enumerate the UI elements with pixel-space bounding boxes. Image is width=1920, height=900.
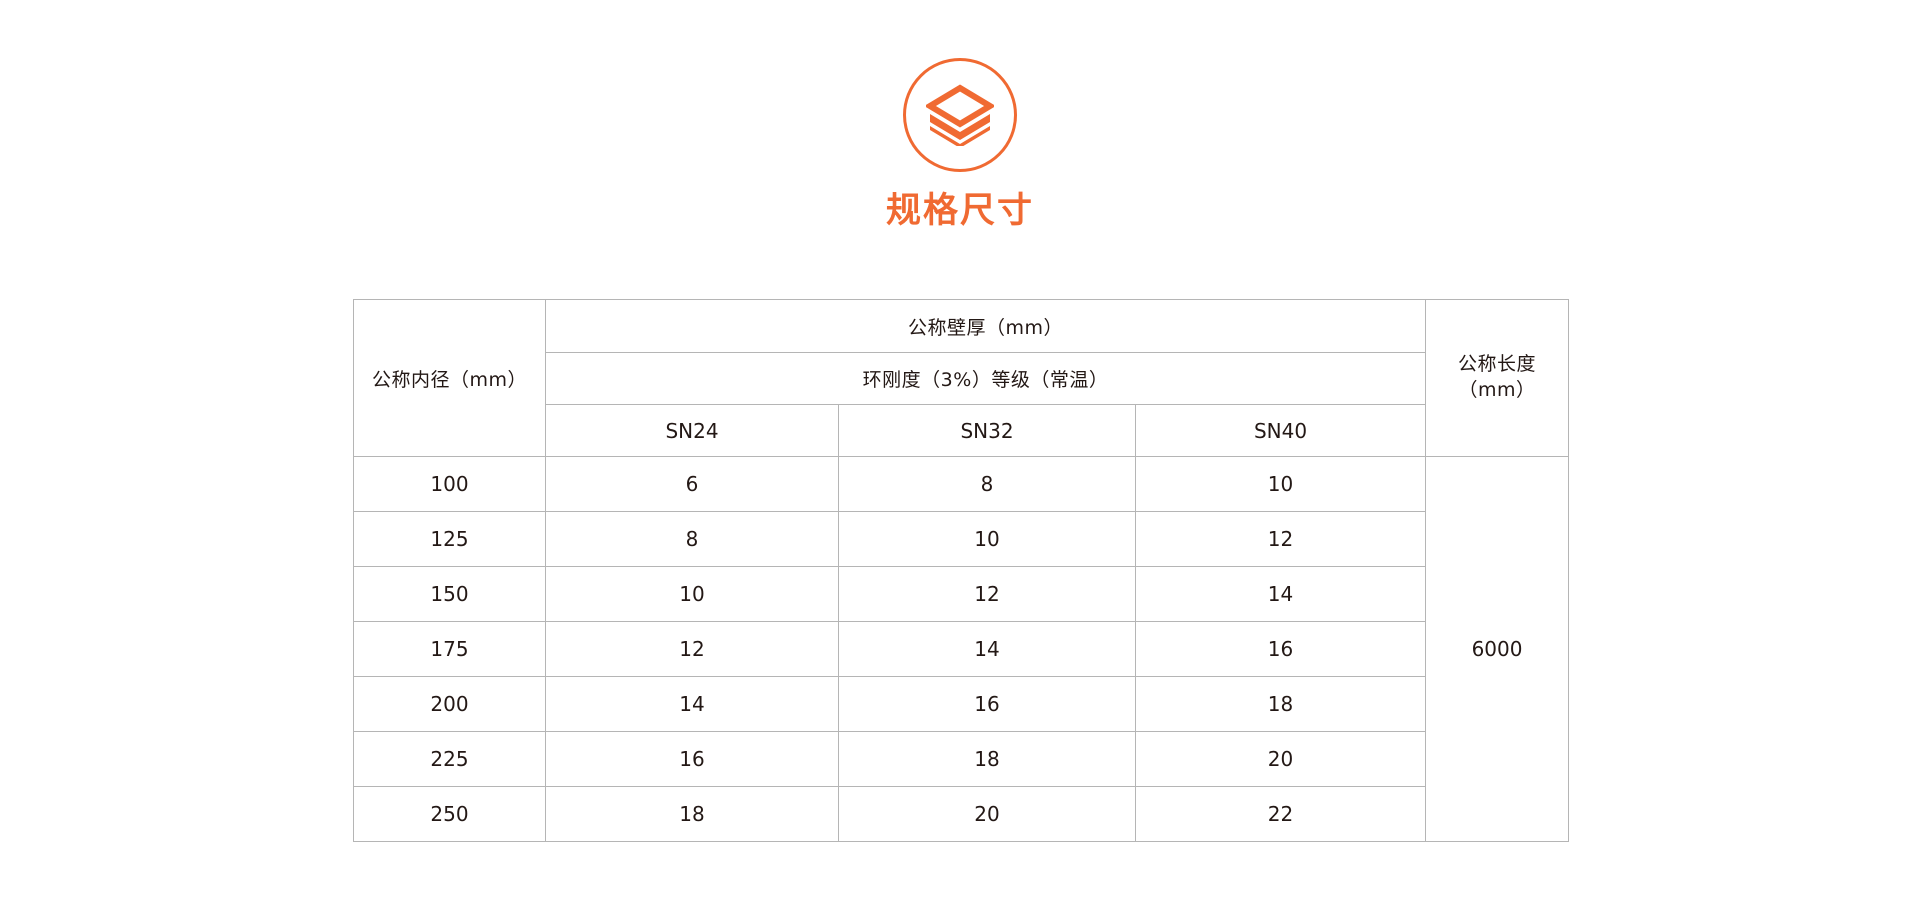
header-row-3: SN24 SN32 SN40 [354,404,1569,457]
cell-sn24: 16 [545,731,839,787]
header-grade-sn32: SN32 [838,404,1136,457]
table-row: 175 12 14 16 [353,621,1569,677]
table-body: 100 6 8 10 6000 125 8 10 12 150 10 12 14 [353,456,1570,842]
table-row: 100 6 8 10 6000 [353,456,1570,842]
cell-sn40: 16 [1134,621,1427,677]
cell-diameter: 100 [353,456,546,512]
section-heading: 规格尺寸 [0,58,1920,229]
header-row-2: 环刚度（3%）等级（常温） [354,352,1569,405]
header-wall-thickness: 公称壁厚（mm） [544,299,1427,353]
table-head: 公称内径（mm） 公称壁厚（mm） 公称长度 （mm） 环刚度（3%）等级（常温… [353,299,1570,457]
table-row: 150 10 12 14 [353,566,1569,622]
cell-sn32: 16 [838,676,1136,732]
cell-sn32: 10 [838,511,1136,567]
cell-sn32: 20 [838,786,1136,842]
cell-diameter: 175 [353,621,546,677]
cell-sn32: 12 [838,566,1136,622]
header-grade-sn24: SN24 [545,404,839,457]
table-row: 250 18 20 22 [353,786,1569,842]
header-row-1: 公称内径（mm） 公称壁厚（mm） 公称长度 （mm） [353,299,1570,457]
cell-sn40: 22 [1134,786,1427,842]
page-title: 规格尺寸 [885,191,1034,231]
cell-sn24: 8 [545,511,839,567]
cell-sn32: 18 [838,731,1136,787]
header-grade-sn40: SN40 [1134,404,1427,457]
table-row: 225 16 18 20 [353,731,1569,787]
header-nominal-length: 公称长度 （mm） [1425,299,1570,457]
cell-sn40: 12 [1134,511,1427,567]
cell-sn24: 10 [545,566,839,622]
specification-table: 公称内径（mm） 公称壁厚（mm） 公称长度 （mm） 环刚度（3%）等级（常温… [353,299,1570,842]
cell-sn40: 18 [1134,676,1427,732]
cell-diameter: 250 [353,786,546,842]
cell-sn40: 20 [1134,731,1427,787]
cell-sn24: 14 [545,676,839,732]
header-nominal-length-line2: （mm） [1458,379,1536,401]
cell-nominal-length: 6000 [1425,456,1570,842]
table-row: 200 14 16 18 [353,676,1569,732]
cell-sn32: 8 [838,456,1136,512]
cell-diameter: 225 [353,731,546,787]
cell-diameter: 125 [353,511,546,567]
cell-diameter: 200 [353,676,546,732]
spec-table-container: 公称内径（mm） 公称壁厚（mm） 公称长度 （mm） 环刚度（3%）等级（常温… [353,299,1570,842]
cell-diameter: 150 [353,566,546,622]
header-stiffness-grade: 环刚度（3%）等级（常温） [544,352,1427,405]
table-row: 125 8 10 12 [353,511,1569,567]
cell-sn24: 12 [545,621,839,677]
layers-icon [903,58,1017,172]
cell-sn32: 14 [838,621,1136,677]
header-nominal-length-line1: 公称长度 [1458,353,1537,376]
cell-sn24: 6 [545,456,839,512]
cell-sn40: 14 [1134,566,1427,622]
header-nominal-diameter: 公称内径（mm） [353,299,546,457]
cell-sn24: 18 [545,786,839,842]
cell-sn40: 10 [1134,456,1427,512]
